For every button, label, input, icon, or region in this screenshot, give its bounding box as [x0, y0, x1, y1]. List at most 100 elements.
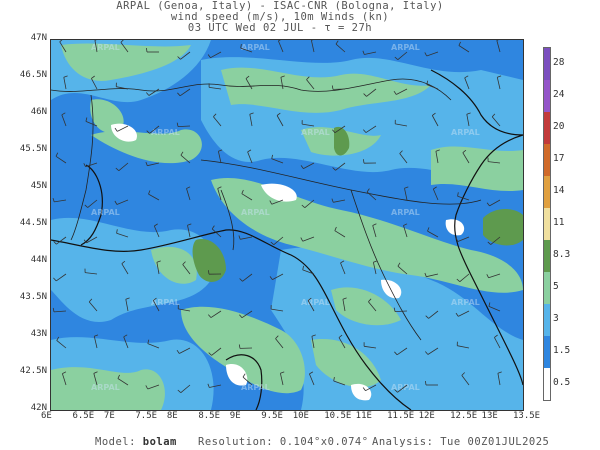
wind-barb-flag — [176, 349, 180, 354]
wind-barb — [153, 225, 160, 238]
lat-label: 43N — [30, 329, 47, 339]
wind-barb — [488, 161, 501, 164]
wind-barb-flag — [275, 335, 279, 339]
wind-barb — [152, 300, 160, 312]
watermark: ARPAL — [391, 43, 420, 52]
wind-barb-flag — [300, 165, 304, 169]
wind-barb-flag — [393, 307, 396, 312]
lat-label: 44.5N — [19, 218, 47, 228]
lat-label: 43.5N — [19, 292, 47, 302]
wind-barb-flag — [301, 204, 306, 208]
wind-barb — [372, 225, 377, 238]
lon-label: 12.5E — [450, 411, 478, 421]
lat-label: 47N — [30, 33, 47, 43]
wind-barb — [488, 306, 501, 312]
wind-barb-flag — [455, 237, 459, 242]
wind-barb — [276, 115, 284, 127]
colorbar-label: 14 — [553, 185, 565, 196]
colorbar-segment — [544, 176, 550, 208]
wind-barb — [271, 199, 284, 205]
wind-barb-flag — [302, 265, 304, 270]
green-zone — [221, 67, 431, 113]
green-zone — [51, 367, 165, 410]
wind-barb — [364, 51, 377, 55]
wind-barb — [397, 265, 408, 275]
green-zone — [331, 287, 401, 326]
wind-barb — [179, 88, 191, 97]
wind-barb-flag — [497, 75, 502, 78]
wind-barb — [364, 345, 377, 349]
wind-barb — [182, 264, 191, 275]
wind-barb-flag — [466, 112, 471, 115]
wind-barb — [271, 308, 284, 312]
wind-barb — [278, 40, 284, 53]
wind-barb — [242, 273, 253, 282]
wind-barb — [242, 376, 253, 386]
wind-barb — [458, 45, 470, 53]
colorbar-segment — [544, 240, 550, 272]
wind-barb-flag — [94, 334, 99, 337]
wind-barb — [93, 373, 98, 386]
wind-barb-flag — [207, 54, 211, 58]
wind-barb — [491, 116, 501, 127]
wind-barb-flag — [145, 385, 149, 390]
wind-barb-flag — [397, 262, 401, 267]
wind-barb — [273, 236, 284, 246]
wind-barb-flag — [116, 229, 118, 234]
lon-label: 6.5E — [72, 411, 95, 421]
lon-label: 9E — [229, 411, 241, 421]
wind-barb-flag — [425, 315, 429, 319]
wind-barb — [458, 310, 470, 317]
wind-barb — [178, 308, 191, 312]
wind-barb — [56, 236, 67, 245]
wind-map: ARPAL ARPAL ARPAL ARPAL ARPAL ARPAL ARPA… — [50, 39, 524, 411]
wind-barb-flag — [373, 260, 378, 263]
wind-barb-flag — [63, 75, 68, 78]
watermark: ARPAL — [151, 128, 180, 137]
wind-barb — [211, 228, 222, 238]
wind-barb-flag — [145, 161, 148, 166]
lat-label: 46N — [30, 107, 47, 117]
wind-barb — [338, 337, 346, 349]
wind-barb-flag — [486, 202, 490, 207]
colorbar-label: 0.5 — [553, 377, 571, 388]
wind-barb-flag — [177, 56, 181, 60]
watermark: ARPAL — [391, 208, 420, 217]
wind-barb-flag — [84, 204, 88, 208]
coastline — [454, 134, 523, 386]
white-patch — [351, 383, 372, 401]
wind-barb — [280, 373, 284, 386]
colorbar-label: 28 — [553, 57, 565, 68]
lon-label: 7E — [103, 411, 115, 421]
watermark: ARPAL — [91, 43, 120, 52]
wind-barb-flag — [146, 47, 148, 53]
wind-barb — [462, 152, 470, 164]
wind-barb-flag — [394, 351, 398, 356]
wind-barb-flag — [457, 192, 459, 197]
wind-barb — [311, 40, 315, 53]
watermark: ARPAL — [391, 383, 420, 392]
wind-barb-flag — [55, 152, 59, 157]
wind-barb-flag — [91, 75, 95, 79]
wind-barb-flag — [394, 389, 398, 393]
border — [220, 189, 235, 251]
wind-barb — [63, 77, 67, 90]
wind-barb-flag — [435, 149, 440, 152]
lat-label: 42N — [30, 403, 47, 413]
wind-barb-flag — [117, 374, 120, 379]
colorbar-label: 1.5 — [553, 345, 571, 356]
colorbar-label: 24 — [553, 89, 565, 100]
wind-barb-flag — [114, 200, 118, 205]
wind-barb-flag — [394, 56, 399, 60]
wind-barb — [241, 193, 253, 201]
wind-barb-flag — [52, 197, 55, 203]
wind-barb-flag — [340, 260, 345, 264]
wind-barb — [340, 262, 346, 275]
wind-barb-flag — [362, 50, 365, 55]
watermark: ARPAL — [301, 298, 330, 307]
wind-barb-flag — [464, 75, 469, 79]
wind-barb-flag — [424, 272, 427, 277]
green-zone — [431, 146, 523, 192]
green-zone — [181, 306, 305, 394]
wind-barb-flag — [333, 377, 335, 382]
